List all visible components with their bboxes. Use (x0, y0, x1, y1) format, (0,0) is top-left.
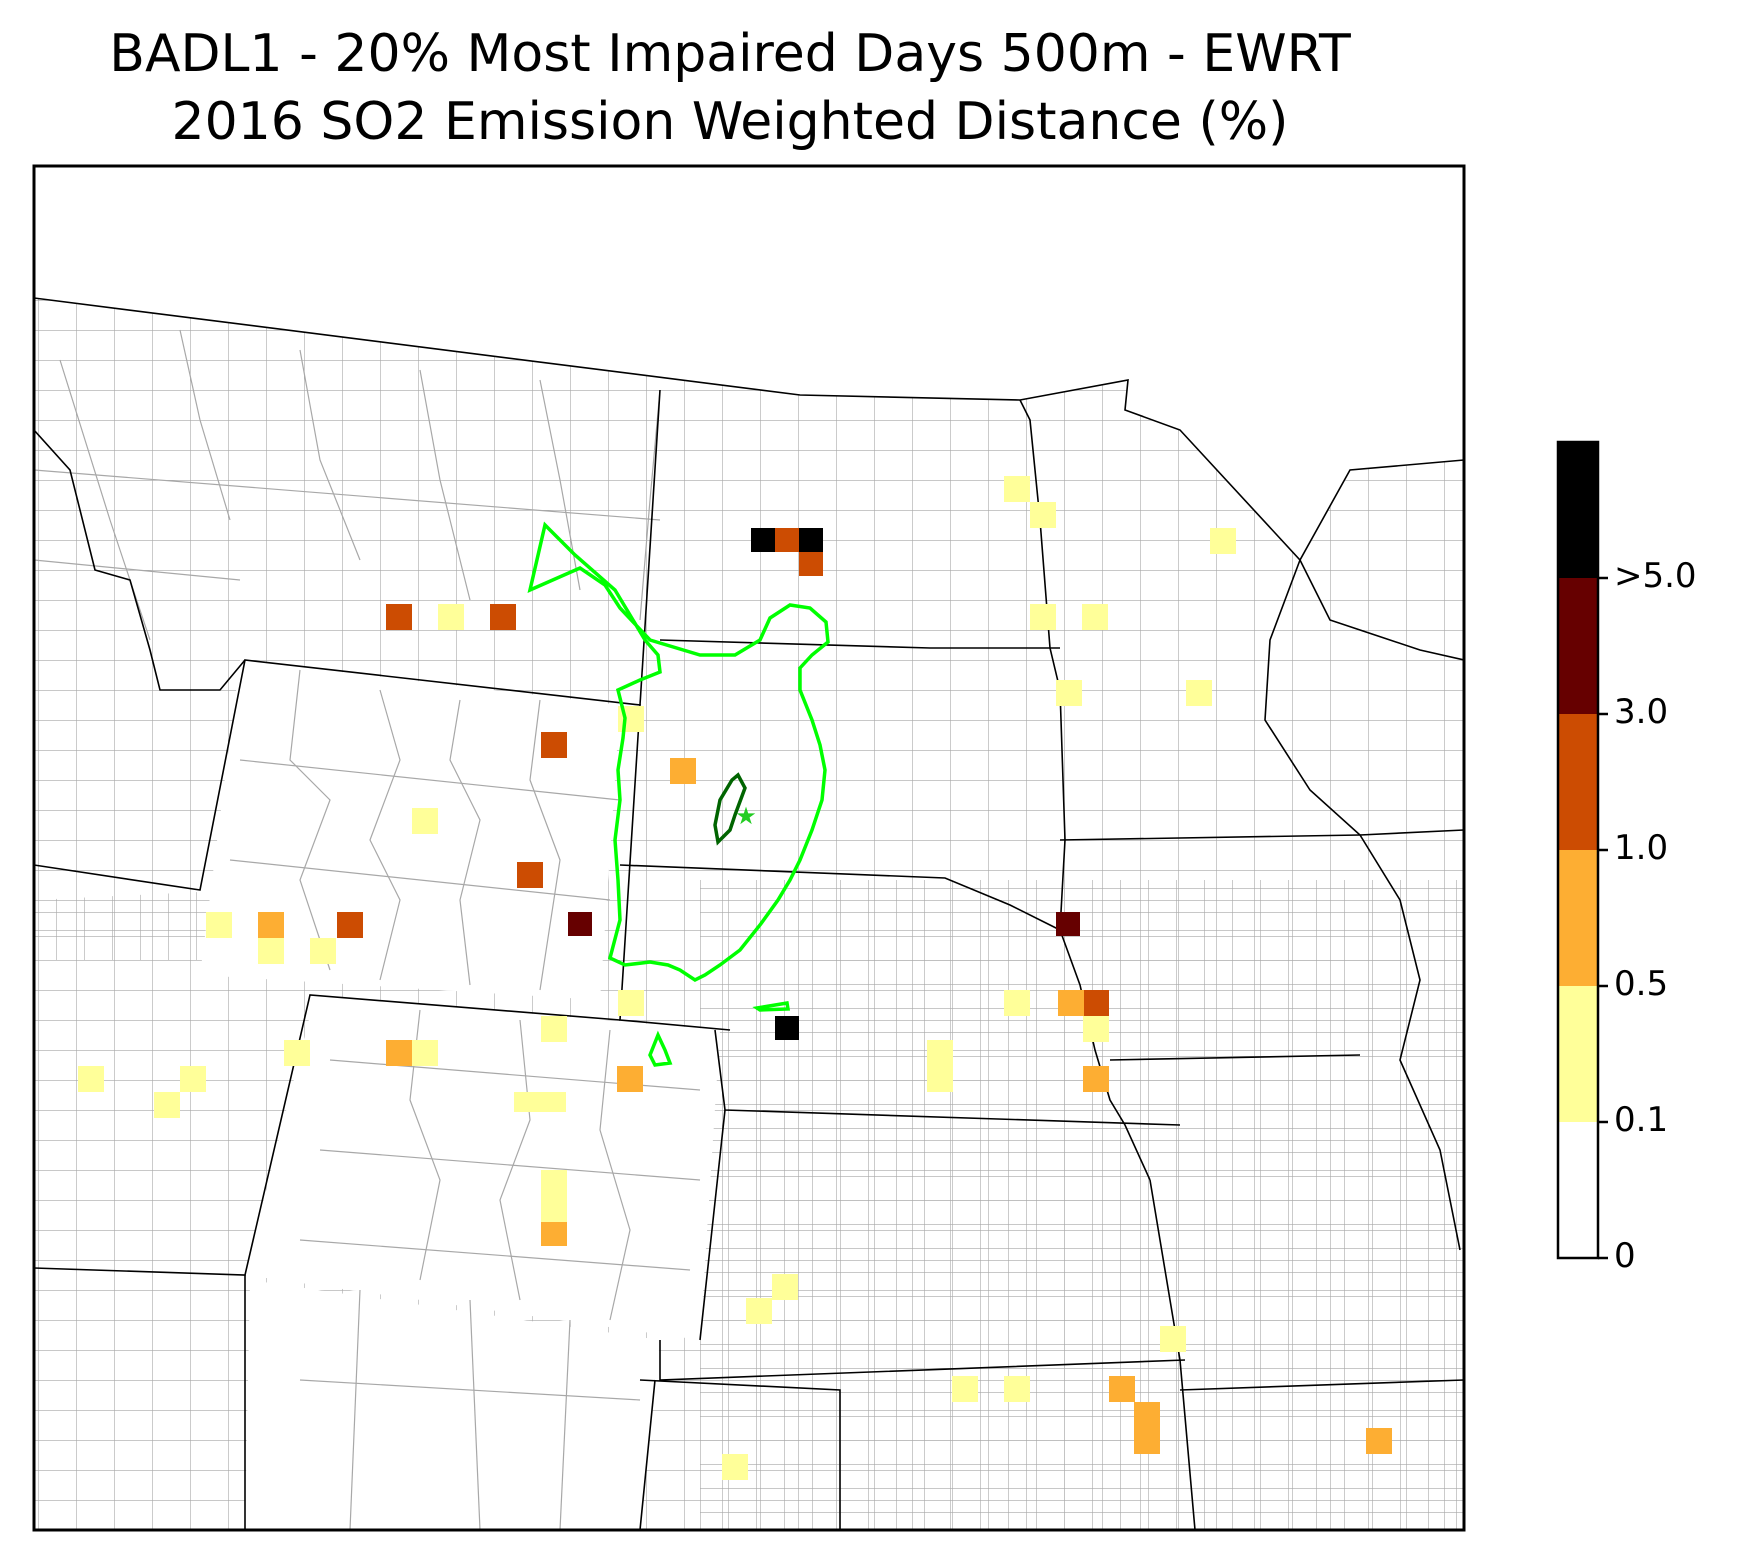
cell-black (775, 1016, 799, 1040)
cell-black (799, 528, 823, 552)
cell-yellow (154, 1092, 180, 1118)
cell-orangered (775, 528, 799, 552)
cell-black (751, 528, 775, 552)
cell-yellow (180, 1066, 206, 1092)
state-boundaries (34, 297, 1464, 1530)
cell-yellow (927, 1040, 953, 1092)
colorbar (1556, 440, 1608, 1260)
colorbar-tick-label: 1.0 (1614, 828, 1669, 868)
colorbar-bin (1558, 850, 1598, 986)
cell-orangered (490, 604, 516, 630)
colorbar-tick-label: 3.0 (1614, 692, 1669, 732)
cell-orangered (337, 912, 363, 938)
map-title-line1: BADL1 - 20% Most Impaired Days 500m - EW… (109, 24, 1351, 84)
cell-yellow (746, 1298, 772, 1324)
cell-orangered (386, 604, 412, 630)
cell-darkred (568, 912, 592, 936)
cell-yellow (412, 808, 438, 834)
map-frame (32, 164, 1466, 1532)
cell-orange (617, 1066, 643, 1092)
colorbar-bin (1558, 714, 1598, 850)
cell-yellow (514, 1092, 566, 1112)
outer-contour (527, 521, 830, 1067)
cell-yellow (541, 1170, 567, 1222)
emission-cells (78, 476, 1392, 1480)
cell-yellow (412, 1040, 438, 1066)
cell-yellow (541, 1016, 567, 1042)
cell-orange (258, 912, 284, 938)
cell-yellow (1056, 680, 1082, 706)
cell-yellow (438, 604, 464, 630)
colorbar-tick-label: 0 (1614, 1236, 1636, 1276)
cell-yellow (1082, 604, 1108, 630)
cell-yellow (618, 990, 644, 1016)
cell-orangered (1083, 990, 1109, 1016)
cell-yellow (1030, 502, 1056, 528)
cell-yellow (1083, 1016, 1109, 1042)
cell-yellow (722, 1454, 748, 1480)
cell-yellow (78, 1066, 104, 1092)
cell-yellow (310, 938, 336, 964)
cell-yellow (284, 1040, 310, 1066)
cell-orangered (799, 552, 823, 576)
cell-yellow (258, 938, 284, 964)
cell-orange (1134, 1402, 1160, 1454)
inner-contour (713, 772, 747, 846)
cell-orange (386, 1040, 412, 1066)
cell-yellow (1210, 528, 1236, 554)
cell-yellow (1030, 604, 1056, 630)
cell-orange (1109, 1376, 1135, 1402)
cell-yellow (1160, 1326, 1186, 1352)
colorbar-bin (1558, 578, 1598, 714)
cell-orangered (517, 862, 543, 888)
colorbar-tick-label: >5.0 (1614, 556, 1697, 596)
colorbar-bin (1558, 986, 1598, 1122)
cell-orange (1366, 1428, 1392, 1454)
canada-region (34, 166, 1464, 560)
cell-yellow (1004, 1376, 1030, 1402)
colorbar-tick-label: 0.5 (1614, 964, 1669, 1004)
cell-yellow (1004, 476, 1030, 502)
map-area: ★ (34, 166, 1464, 1530)
colorbar-tick-label: 0.1 (1614, 1100, 1669, 1140)
star-icon: ★ (735, 802, 757, 830)
cell-orange (1083, 1066, 1109, 1092)
cell-yellow (1186, 680, 1212, 706)
cell-yellow (952, 1376, 978, 1402)
colorbar-bin (1558, 442, 1598, 578)
cell-orangered (541, 732, 567, 758)
colorbar-bin (1558, 1122, 1598, 1258)
cell-yellow (206, 912, 232, 938)
cell-orange (670, 758, 696, 784)
cell-yellow (1004, 990, 1030, 1016)
cell-orange (541, 1220, 567, 1246)
cell-darkred (1056, 912, 1080, 936)
map-title-line2: 2016 SO2 Emission Weighted Distance (%) (171, 92, 1289, 152)
cell-yellow (772, 1274, 798, 1300)
cell-orange (1058, 990, 1084, 1016)
